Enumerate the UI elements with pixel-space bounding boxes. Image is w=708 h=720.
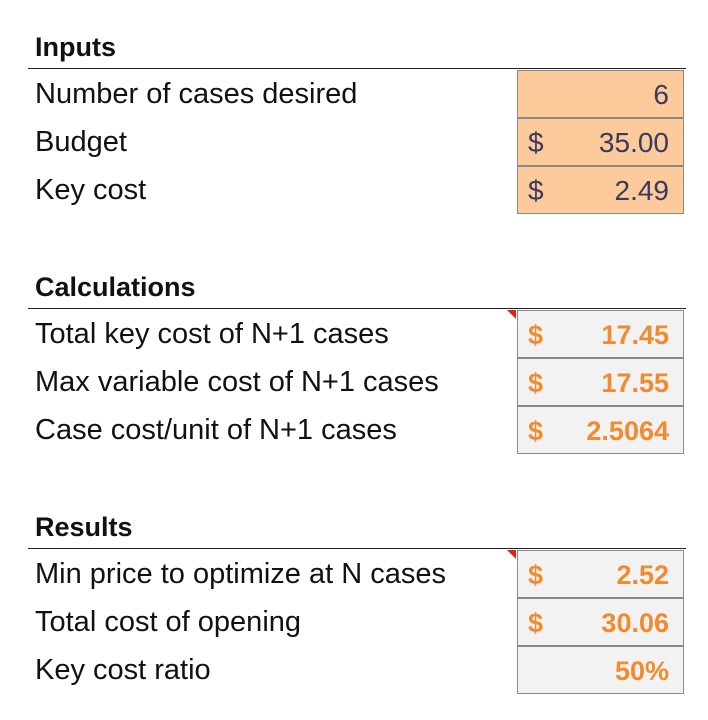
calc-label-max-variable-cost: Max variable cost of N+1 cases	[35, 366, 439, 398]
input-currency-budget: $	[528, 127, 544, 158]
result-cell-min-price[interactable]: $ 2.52	[517, 550, 684, 598]
input-cell-cases[interactable]: 6	[517, 70, 684, 118]
result-cell-key-cost-ratio[interactable]: 50%	[517, 646, 684, 694]
calc-currency-max-variable-cost: $	[528, 368, 544, 398]
inputs-heading: Inputs	[35, 32, 116, 62]
calc-row-case-cost-unit: Case cost/unit of N+1 cases $ 2.5064	[28, 406, 686, 454]
input-label-cases: Number of cases desired	[35, 78, 358, 110]
calc-cell-case-cost-unit[interactable]: $ 2.5064	[517, 406, 684, 454]
inputs-rule	[28, 68, 686, 69]
result-row-min-price: Min price to optimize at N cases $ 2.52	[28, 550, 686, 598]
results-heading: Results	[35, 512, 133, 542]
result-row-key-cost-ratio: Key cost ratio 50%	[28, 646, 686, 694]
input-value-cases: 6	[653, 79, 669, 110]
input-label-key-cost: Key cost	[35, 174, 147, 206]
input-row-budget: Budget $ 35.00	[28, 118, 686, 166]
input-label-budget: Budget	[35, 126, 127, 158]
input-currency-key-cost: $	[528, 175, 544, 206]
result-value-key-cost-ratio: 50%	[614, 656, 669, 686]
input-cell-budget[interactable]: $ 35.00	[517, 118, 684, 166]
result-cell-total-cost[interactable]: $ 30.06	[517, 598, 684, 646]
calc-currency-case-cost-unit: $	[528, 416, 544, 446]
result-value-min-price: 2.52	[616, 560, 669, 590]
calc-value-case-cost-unit: 2.5064	[586, 416, 669, 446]
calc-cell-total-key-cost[interactable]: $ 17.45	[517, 310, 684, 358]
result-label-key-cost-ratio: Key cost ratio	[35, 654, 211, 686]
results-rule	[28, 548, 686, 549]
calc-label-total-key-cost: Total key cost of N+1 cases	[35, 318, 389, 350]
calculations-heading: Calculations	[35, 272, 196, 302]
calc-row-max-variable-cost: Max variable cost of N+1 cases $ 17.55	[28, 358, 686, 406]
comment-flag-icon[interactable]	[507, 310, 516, 319]
input-row-key-cost: Key cost $ 2.49	[28, 166, 686, 214]
result-value-total-cost: 30.06	[601, 608, 669, 638]
calc-row-total-key-cost: Total key cost of N+1 cases $ 17.45	[28, 310, 686, 358]
input-cell-key-cost[interactable]: $ 2.49	[517, 166, 684, 214]
calculations-rule	[28, 308, 686, 309]
calc-value-total-key-cost: 17.45	[601, 320, 669, 350]
calc-cell-max-variable-cost[interactable]: $ 17.55	[517, 358, 684, 406]
result-currency-total-cost: $	[528, 608, 544, 638]
result-label-min-price: Min price to optimize at N cases	[35, 558, 446, 590]
result-currency-min-price: $	[528, 560, 544, 590]
calc-currency-total-key-cost: $	[528, 320, 544, 350]
comment-flag-icon[interactable]	[507, 550, 516, 559]
calc-value-max-variable-cost: 17.55	[601, 368, 669, 398]
input-value-key-cost: 2.49	[614, 175, 670, 206]
calc-label-case-cost-unit: Case cost/unit of N+1 cases	[35, 414, 397, 446]
input-value-budget: 35.00	[598, 127, 669, 158]
result-label-total-cost: Total cost of opening	[35, 606, 302, 638]
result-row-total-cost: Total cost of opening $ 30.06	[28, 598, 686, 646]
input-row-cases: Number of cases desired 6	[28, 70, 686, 118]
